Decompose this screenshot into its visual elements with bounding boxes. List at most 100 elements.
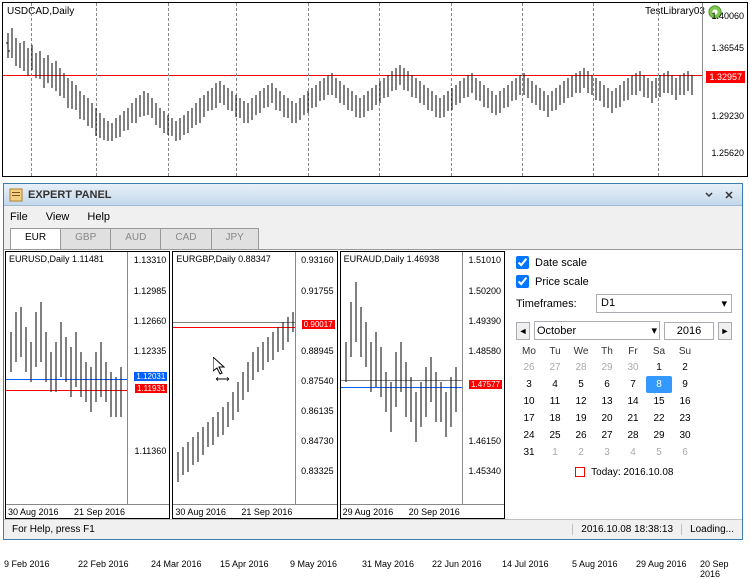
calendar-dow: We <box>568 344 594 359</box>
calendar-day[interactable]: 27 <box>594 427 620 444</box>
main-y-axis: 1.40060 1.36545 1.32957 1.29230 1.25620 <box>702 3 747 176</box>
calendar-day[interactable]: 31 <box>516 444 542 461</box>
mini-xaxis: 30 Aug 2016 21 Sep 2016 <box>6 504 169 518</box>
calendar-next-button[interactable]: ► <box>718 322 732 340</box>
mini-charts-container: EURUSD,Daily 1.11481 1.13310 1.12985 1.1… <box>4 250 506 520</box>
calendar-day[interactable]: 30 <box>620 359 646 376</box>
bid-label: 1.12031 <box>134 372 167 381</box>
ask-label: 1.11931 <box>135 384 167 393</box>
tab-eur[interactable]: EUR <box>10 228 61 249</box>
calendar-day[interactable]: 1 <box>646 359 672 376</box>
price-line-label: 1.32957 <box>706 71 745 83</box>
price-scale-checkbox[interactable] <box>516 275 529 288</box>
menu-file[interactable]: File <box>10 211 28 223</box>
calendar-day[interactable]: 18 <box>542 410 568 427</box>
calendar-dow: Th <box>594 344 620 359</box>
price-scale-label: Price scale <box>535 276 589 288</box>
mini-xaxis: 30 Aug 2016 21 Sep 2016 <box>173 504 336 518</box>
calendar-dow: Sa <box>646 344 672 359</box>
timeframes-select[interactable]: D1 ▾ <box>596 294 732 313</box>
mini-chart-euraud[interactable]: EURAUD,Daily 1.46938 1.51010 1.50200 1.4… <box>340 251 505 519</box>
mini-yaxis: 1.51010 1.50200 1.49390 1.48580 1.46150 … <box>462 252 504 504</box>
calendar-today-row[interactable]: Today: 2016.10.08 <box>516 467 732 478</box>
calendar-day[interactable]: 28 <box>568 359 594 376</box>
panel-statusbar: For Help, press F1 2016.10.08 18:38:13 L… <box>4 519 742 539</box>
price-scale-row: Price scale <box>516 275 732 288</box>
calendar-year-input[interactable]: 2016 <box>664 322 714 340</box>
date-scale-checkbox[interactable] <box>516 256 529 269</box>
tab-cad[interactable]: CAD <box>160 228 211 249</box>
calendar-day[interactable]: 20 <box>594 410 620 427</box>
calendar-day[interactable]: 21 <box>620 410 646 427</box>
calendar-day[interactable]: 26 <box>568 427 594 444</box>
calendar-day[interactable]: 27 <box>542 359 568 376</box>
mini-chart-eurgbp[interactable]: EURGBP,Daily 0.88347 0.93160 0.91755 0.8… <box>172 251 337 519</box>
calendar-day[interactable]: 6 <box>672 444 698 461</box>
calendar-day[interactable]: 2 <box>672 359 698 376</box>
calendar-day[interactable]: 9 <box>672 376 698 393</box>
calendar-day[interactable]: 29 <box>646 427 672 444</box>
calendar-dow: Mo <box>516 344 542 359</box>
status-loading: Loading... <box>681 524 742 535</box>
panel-menubar: File View Help <box>4 206 742 228</box>
close-button[interactable] <box>720 187 738 203</box>
menu-view[interactable]: View <box>46 211 70 223</box>
calendar-grid: MoTuWeThFrSaSu26272829301234567891011121… <box>516 344 732 461</box>
tab-jpy[interactable]: JPY <box>211 228 259 249</box>
calendar-day[interactable]: 4 <box>620 444 646 461</box>
mini-xaxis: 29 Aug 2016 20 Sep 2016 <box>341 504 504 518</box>
menu-help[interactable]: Help <box>87 211 110 223</box>
today-marker-icon <box>575 467 585 477</box>
ytick: 1.25620 <box>711 148 744 158</box>
calendar-prev-button[interactable]: ◄ <box>516 322 530 340</box>
calendar-day[interactable]: 3 <box>594 444 620 461</box>
calendar-day[interactable]: 3 <box>516 376 542 393</box>
calendar-day[interactable]: 6 <box>594 376 620 393</box>
calendar-day[interactable]: 4 <box>542 376 568 393</box>
calendar: ◄ October ▾ 2016 ► MoTuWeThFrSaSu2627282… <box>516 321 732 478</box>
ytick: 1.29230 <box>711 111 744 121</box>
tab-gbp[interactable]: GBP <box>60 228 111 249</box>
minimize-button[interactable] <box>700 187 718 203</box>
calendar-day[interactable]: 14 <box>620 393 646 410</box>
calendar-day[interactable]: 28 <box>620 427 646 444</box>
calendar-day[interactable]: 26 <box>516 359 542 376</box>
timeframes-label: Timeframes: <box>516 298 596 310</box>
calendar-day[interactable]: 8 <box>646 376 672 393</box>
calendar-day[interactable]: 5 <box>568 376 594 393</box>
ask-label: 0.90017 <box>302 320 335 329</box>
tab-aud[interactable]: AUD <box>110 228 161 249</box>
calendar-day[interactable]: 2 <box>568 444 594 461</box>
calendar-day[interactable]: 30 <box>672 427 698 444</box>
ytick: 1.36545 <box>711 43 744 53</box>
calendar-day[interactable]: 23 <box>672 410 698 427</box>
calendar-day[interactable]: 11 <box>542 393 568 410</box>
calendar-day[interactable]: 5 <box>646 444 672 461</box>
status-timestamp: 2016.10.08 18:38:13 <box>572 524 681 535</box>
panel-side-controls: Date scale Price scale Timeframes: D1 ▾ … <box>506 250 742 520</box>
mini-ohlc-bars <box>341 252 462 504</box>
ytick: 1.40060 <box>711 11 744 21</box>
calendar-day[interactable]: 16 <box>672 393 698 410</box>
calendar-month-select[interactable]: October ▾ <box>534 321 660 340</box>
calendar-day[interactable]: 29 <box>594 359 620 376</box>
calendar-day[interactable]: 7 <box>620 376 646 393</box>
calendar-day[interactable]: 22 <box>646 410 672 427</box>
calendar-dow: Tu <box>542 344 568 359</box>
calendar-day[interactable]: 13 <box>594 393 620 410</box>
calendar-day[interactable]: 19 <box>568 410 594 427</box>
calendar-day[interactable]: 25 <box>542 427 568 444</box>
calendar-day[interactable]: 17 <box>516 410 542 427</box>
mini-chart-eurusd[interactable]: EURUSD,Daily 1.11481 1.13310 1.12985 1.1… <box>5 251 170 519</box>
calendar-day[interactable]: 15 <box>646 393 672 410</box>
panel-titlebar[interactable]: EXPERT PANEL <box>4 184 742 206</box>
mini-ohlc-bars <box>6 252 127 504</box>
calendar-day[interactable]: 10 <box>516 393 542 410</box>
calendar-day[interactable]: 24 <box>516 427 542 444</box>
calendar-day[interactable]: 1 <box>542 444 568 461</box>
calendar-header: ◄ October ▾ 2016 ► <box>516 321 732 340</box>
chevron-down-icon: ▾ <box>651 324 657 337</box>
calendar-day[interactable]: 12 <box>568 393 594 410</box>
main-chart[interactable]: USDCAD,Daily TestLibrary03 1.40060 1.365… <box>2 2 748 177</box>
ask-label: 1.47577 <box>469 380 502 389</box>
